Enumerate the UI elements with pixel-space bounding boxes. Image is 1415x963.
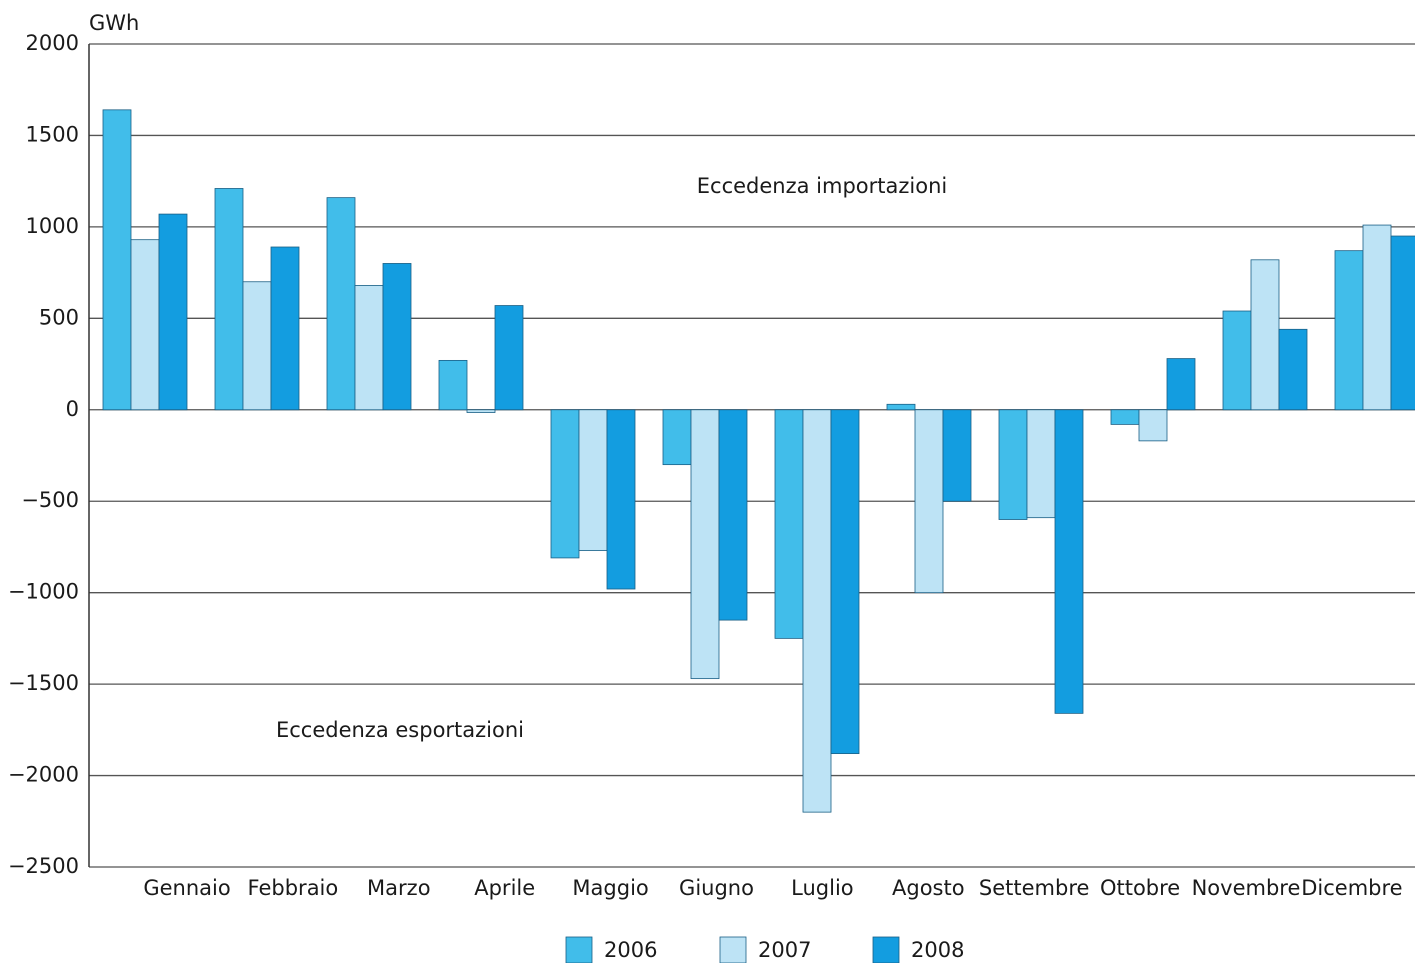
y-tick-label: −1500 xyxy=(8,671,79,695)
bar xyxy=(382,263,412,411)
x-tick-label: Gennaio xyxy=(143,876,230,900)
bar xyxy=(606,409,636,590)
x-tick-label: Ottobre xyxy=(1100,876,1180,900)
y-tick-label: 1000 xyxy=(26,214,79,238)
bar xyxy=(1026,409,1056,519)
x-tick-label: Luglio xyxy=(791,876,854,900)
annotation: Eccedenza esportazioni xyxy=(276,718,524,742)
bar xyxy=(1278,328,1308,411)
bar xyxy=(998,409,1028,520)
x-tick-label: Novembre xyxy=(1192,876,1301,900)
bar xyxy=(774,409,804,639)
bar xyxy=(1362,224,1392,411)
bar xyxy=(718,409,748,621)
legend-swatch xyxy=(872,936,900,963)
bar xyxy=(802,409,832,813)
x-tick-label: Giugno xyxy=(679,876,754,900)
legend-swatch xyxy=(565,936,593,963)
bar xyxy=(1222,310,1252,411)
bar xyxy=(886,403,916,411)
y-tick-label: −2000 xyxy=(8,763,79,787)
legend-label: 2008 xyxy=(911,938,964,962)
bar xyxy=(690,409,720,680)
y-tick-label: 2000 xyxy=(26,31,79,55)
y-tick-label: 0 xyxy=(66,397,79,421)
x-tick-label: Agosto xyxy=(892,876,965,900)
bar xyxy=(662,409,692,466)
y-tick-label: −2500 xyxy=(8,854,79,878)
x-tick-label: Febbraio xyxy=(248,876,339,900)
bar xyxy=(354,285,384,411)
y-axis-unit: GWh xyxy=(89,11,139,35)
bar xyxy=(438,359,468,411)
bar xyxy=(1166,358,1196,411)
y-tick-label: −1000 xyxy=(8,580,79,604)
bar xyxy=(578,409,608,552)
bar xyxy=(1334,250,1364,411)
bar xyxy=(1110,409,1140,425)
bar xyxy=(270,246,300,411)
x-tick-label: Settembre xyxy=(979,876,1090,900)
bar xyxy=(1138,409,1168,442)
bar xyxy=(102,109,132,411)
bar xyxy=(1054,409,1084,714)
x-tick-label: Dicembre xyxy=(1301,876,1402,900)
bar xyxy=(494,305,524,411)
bar xyxy=(550,409,580,559)
bar xyxy=(158,213,188,411)
legend-label: 2006 xyxy=(604,938,657,962)
bar xyxy=(1250,259,1280,411)
legend-label: 2007 xyxy=(758,938,811,962)
annotation: Eccedenza importazioni xyxy=(697,174,947,198)
bar xyxy=(242,281,272,411)
bar xyxy=(942,409,972,502)
legend-swatch xyxy=(719,936,747,963)
bar xyxy=(1390,235,1415,411)
bar xyxy=(466,409,496,413)
bar xyxy=(914,409,944,594)
x-tick-label: Maggio xyxy=(572,876,648,900)
y-tick-label: −500 xyxy=(21,488,79,512)
x-tick-label: Aprile xyxy=(474,876,535,900)
y-tick-label: 500 xyxy=(39,305,79,329)
bar xyxy=(214,188,244,411)
bar xyxy=(326,197,356,411)
x-tick-label: Marzo xyxy=(367,876,431,900)
bar xyxy=(830,409,860,755)
y-tick-label: 1500 xyxy=(26,122,79,146)
bar xyxy=(130,239,160,411)
